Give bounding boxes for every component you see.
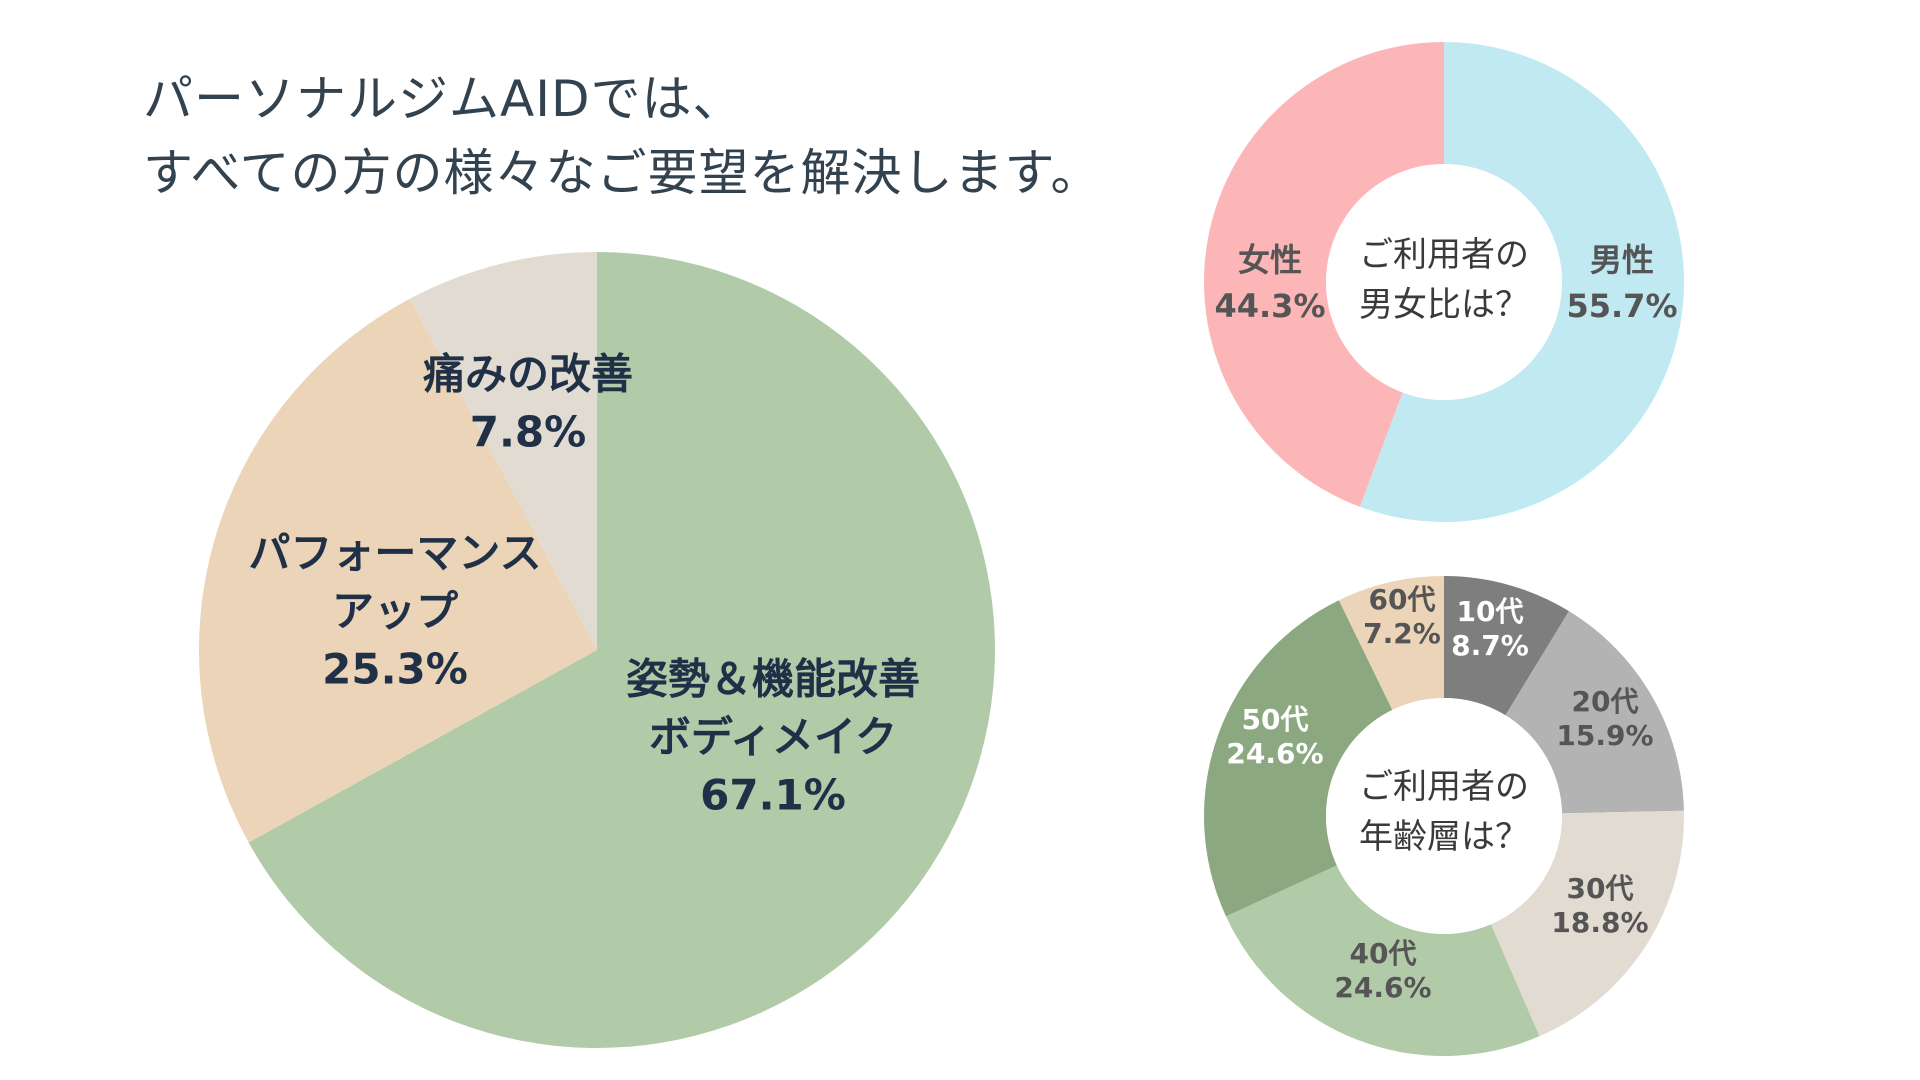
- age-slice-0: [1444, 576, 1569, 716]
- gender-title-line-1: ご利用者の: [1359, 235, 1529, 275]
- age-title-line-2: 年齢層は？: [1359, 817, 1529, 857]
- age-slice-1-value: 15.9%: [1556, 719, 1653, 752]
- age-slice-5: [1338, 576, 1444, 710]
- purpose-slice-1-label: アップ: [332, 587, 458, 636]
- gender-center-hole: [1326, 164, 1562, 400]
- purpose-slice-1-label: パフォーマンス: [248, 529, 541, 578]
- age-slice-3-label: 40代: [1350, 937, 1417, 970]
- heading-line-1: パーソナルジムAIDでは、: [143, 70, 744, 128]
- age-slice-2-value: 18.8%: [1551, 906, 1648, 939]
- age-slice-4-label: 50代: [1242, 703, 1309, 736]
- age-slice-1-label: 20代: [1572, 685, 1639, 718]
- age-chart-title: ご利用者の 年齢層は？: [1334, 762, 1554, 862]
- purpose-slice-0-label: 姿勢＆機能改善: [626, 655, 920, 704]
- age-center-hole: [1326, 698, 1562, 934]
- gender-slice-1-value: 44.3%: [1214, 287, 1325, 325]
- purpose-slice-0: [248, 252, 995, 1048]
- age-slice-1: [1505, 611, 1684, 814]
- gender-slice-1: [1203, 42, 1444, 507]
- purpose-slice-2-label: 痛みの改善: [423, 350, 633, 399]
- age-slice-0-value: 8.7%: [1451, 629, 1529, 662]
- purpose-slice-1: [199, 298, 597, 843]
- gender-slice-0-label: 男性: [1590, 241, 1654, 279]
- age-slice-3: [1225, 865, 1540, 1056]
- age-slice-2-label: 30代: [1567, 872, 1634, 905]
- purpose-slice-2: [410, 252, 597, 650]
- heading-line-2: すべての方の様々なご要望を解決します。: [143, 144, 1102, 202]
- age-slice-2: [1490, 810, 1685, 1037]
- purpose-slice-1-value: 25.3%: [322, 645, 468, 694]
- age-slice-3-value: 24.6%: [1334, 971, 1431, 1004]
- gender-slice-0-value: 55.7%: [1566, 287, 1677, 325]
- purpose-slice-0-label: ボディメイク: [649, 713, 897, 762]
- age-slice-5-value: 7.2%: [1363, 617, 1441, 650]
- purpose-slice-2-value: 7.8%: [470, 408, 586, 457]
- age-title-line-1: ご利用者の: [1359, 767, 1529, 807]
- gender-slice-1-label: 女性: [1238, 241, 1302, 279]
- page-heading: パーソナルジムAIDでは、 すべての方の様々なご要望を解決します。: [143, 62, 1102, 210]
- gender-chart-title: ご利用者の 男女比は？: [1334, 230, 1554, 330]
- age-slice-5-label: 60代: [1369, 583, 1436, 616]
- purpose-slice-0-value: 67.1%: [700, 771, 846, 820]
- gender-slice-0: [1359, 42, 1684, 522]
- age-slice-0-label: 10代: [1457, 595, 1524, 628]
- gender-title-line-2: 男女比は？: [1359, 285, 1529, 325]
- age-slice-4: [1203, 600, 1393, 917]
- age-slice-4-value: 24.6%: [1226, 737, 1323, 770]
